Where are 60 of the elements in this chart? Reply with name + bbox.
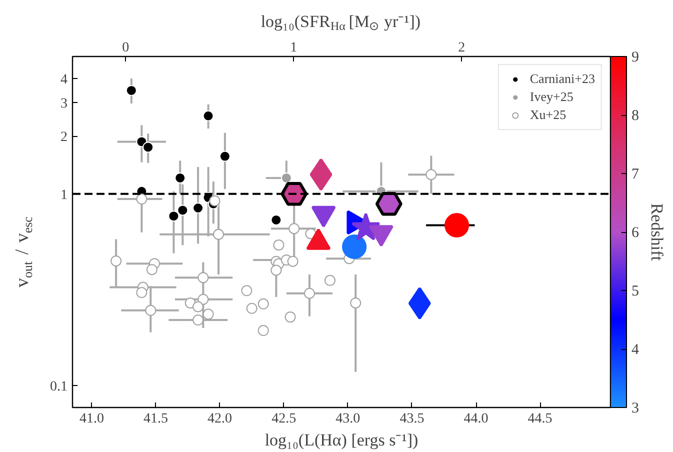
legend-label: Xu+25 xyxy=(530,107,566,123)
point xyxy=(426,169,437,180)
point xyxy=(288,223,300,234)
x-tick-label: 44.0 xyxy=(464,412,488,426)
point xyxy=(304,288,315,299)
y-tick-label: 4 xyxy=(60,72,68,88)
point xyxy=(270,264,282,276)
y-axis-title: vout / vesc xyxy=(12,216,35,288)
x-tick-label: 43.0 xyxy=(336,412,360,426)
point xyxy=(342,234,367,259)
point xyxy=(192,301,204,312)
point xyxy=(280,182,308,206)
x-tick-label: 42.0 xyxy=(208,412,232,426)
color-bar-label: 6 xyxy=(632,225,640,241)
point xyxy=(110,255,122,266)
x-tick-label: 43.5 xyxy=(400,412,424,426)
point xyxy=(126,84,137,96)
point xyxy=(145,304,156,316)
point xyxy=(174,172,186,184)
point xyxy=(213,228,224,240)
color-bar-label: 3 xyxy=(632,400,639,416)
color-bar-label: 9 xyxy=(632,50,639,66)
x2-tick-label: 1 xyxy=(290,40,298,56)
point xyxy=(198,272,209,284)
color-bar-label: 4 xyxy=(632,342,640,358)
point xyxy=(192,202,204,214)
legend-label: Carniani+23 xyxy=(530,71,595,87)
x-tick-label: 44.5 xyxy=(528,412,552,426)
point xyxy=(209,195,220,206)
point xyxy=(375,192,402,216)
x-tick-label: 41.5 xyxy=(144,412,168,426)
color-bar-label: 5 xyxy=(632,284,639,300)
y-tick-label: 0.1 xyxy=(50,380,68,395)
color-bar-label: 8 xyxy=(632,108,639,124)
point xyxy=(219,150,230,162)
x2-tick-label: 2 xyxy=(458,40,466,56)
x-axis-title: log₁₀(L(Hα) [ergs s⁻¹]) xyxy=(264,430,418,450)
point xyxy=(202,110,214,122)
legend-label: Ivey+25 xyxy=(530,89,574,105)
point xyxy=(142,142,154,153)
point xyxy=(280,172,292,184)
point xyxy=(146,264,158,276)
point xyxy=(444,213,470,238)
point xyxy=(350,297,362,308)
point xyxy=(136,194,148,205)
x2-tick-label: 0 xyxy=(122,40,130,56)
y-tick-label: 1 xyxy=(60,188,68,203)
y-tick-label: 2 xyxy=(60,130,68,146)
x-tick-label: 41.0 xyxy=(79,412,104,426)
point xyxy=(198,294,209,305)
point xyxy=(136,287,148,298)
point xyxy=(287,256,298,267)
color-bar-title: Redshift xyxy=(648,203,666,262)
y-tick-label: 3 xyxy=(60,96,68,112)
x-tick-label: 42.5 xyxy=(272,412,296,426)
point xyxy=(168,210,180,222)
point xyxy=(270,214,282,226)
point xyxy=(192,314,204,326)
color-bar-label: 7 xyxy=(632,166,640,182)
point xyxy=(177,204,188,216)
